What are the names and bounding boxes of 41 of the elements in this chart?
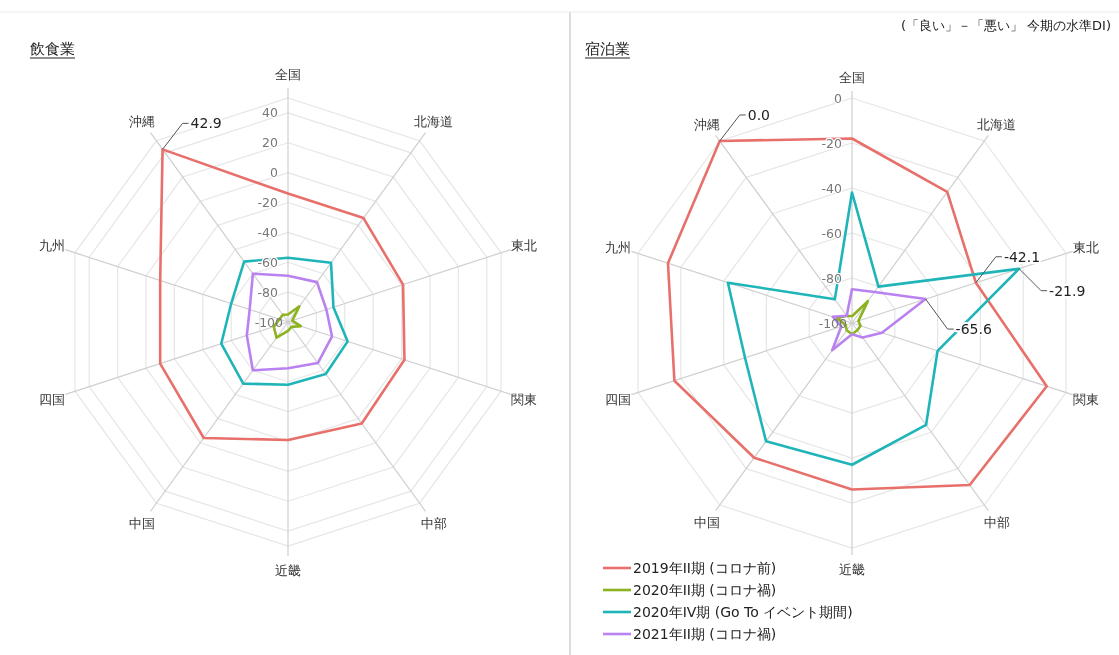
data-label: 42.9 <box>190 115 222 132</box>
y-tick-label: -40 <box>257 224 279 240</box>
legend-label: 2019年II期 (コロナ前) <box>633 560 777 576</box>
spoke-label: 九州 <box>39 238 66 254</box>
spoke-label: 九州 <box>605 239 632 255</box>
spoke-label: 近畿 <box>839 562 865 577</box>
spoke-label: 中国 <box>694 515 721 531</box>
spoke-label: 関東 <box>1072 392 1099 408</box>
spoke-label: 四国 <box>39 391 66 407</box>
legend-label: 2020年II期 (コロナ禍) <box>633 582 777 598</box>
spoke-label: 全国 <box>839 70 865 85</box>
data-label: -42.1 <box>1003 248 1041 265</box>
y-tick-label: 20 <box>262 135 279 151</box>
spoke-label: 北海道 <box>977 116 1017 132</box>
spoke-label: 関東 <box>510 391 537 407</box>
text: (「良い」－「悪い」 今期の水準DI) <box>900 18 1111 33</box>
chart-title: 宿泊業 <box>585 40 630 58</box>
chart-title: 飲食業 <box>30 40 75 58</box>
y-tick-label: -20 <box>257 195 279 211</box>
spoke-label: 四国 <box>605 392 632 408</box>
y-tick-label: -60 <box>821 225 843 241</box>
spoke-label: 沖縄 <box>694 116 721 132</box>
spoke-label: 中国 <box>129 515 156 531</box>
spoke-label: 東北 <box>510 238 537 254</box>
spoke-label: 全国 <box>275 67 301 82</box>
y-tick-label: 40 <box>262 105 279 121</box>
y-tick-label: 0 <box>270 165 279 181</box>
spoke-label: 中部 <box>983 515 1010 531</box>
spoke-label: 沖縄 <box>129 114 156 130</box>
spoke-label: 中部 <box>420 515 447 531</box>
spoke-label: 東北 <box>1072 239 1099 255</box>
y-tick-label: 0 <box>834 90 843 106</box>
spoke-label: 近畿 <box>275 563 301 578</box>
legend-label: 2021年II期 (コロナ禍) <box>633 626 777 642</box>
data-label: -21.9 <box>1049 282 1086 299</box>
y-tick-label: -20 <box>821 135 843 151</box>
legend-label: 2020年IV期 (Go To イベント期間) <box>633 604 853 620</box>
y-tick-label: -80 <box>257 284 279 300</box>
spoke-label: 北海道 <box>414 114 454 130</box>
data-label: 0.0 <box>747 106 771 123</box>
y-tick-label: -40 <box>821 180 843 196</box>
